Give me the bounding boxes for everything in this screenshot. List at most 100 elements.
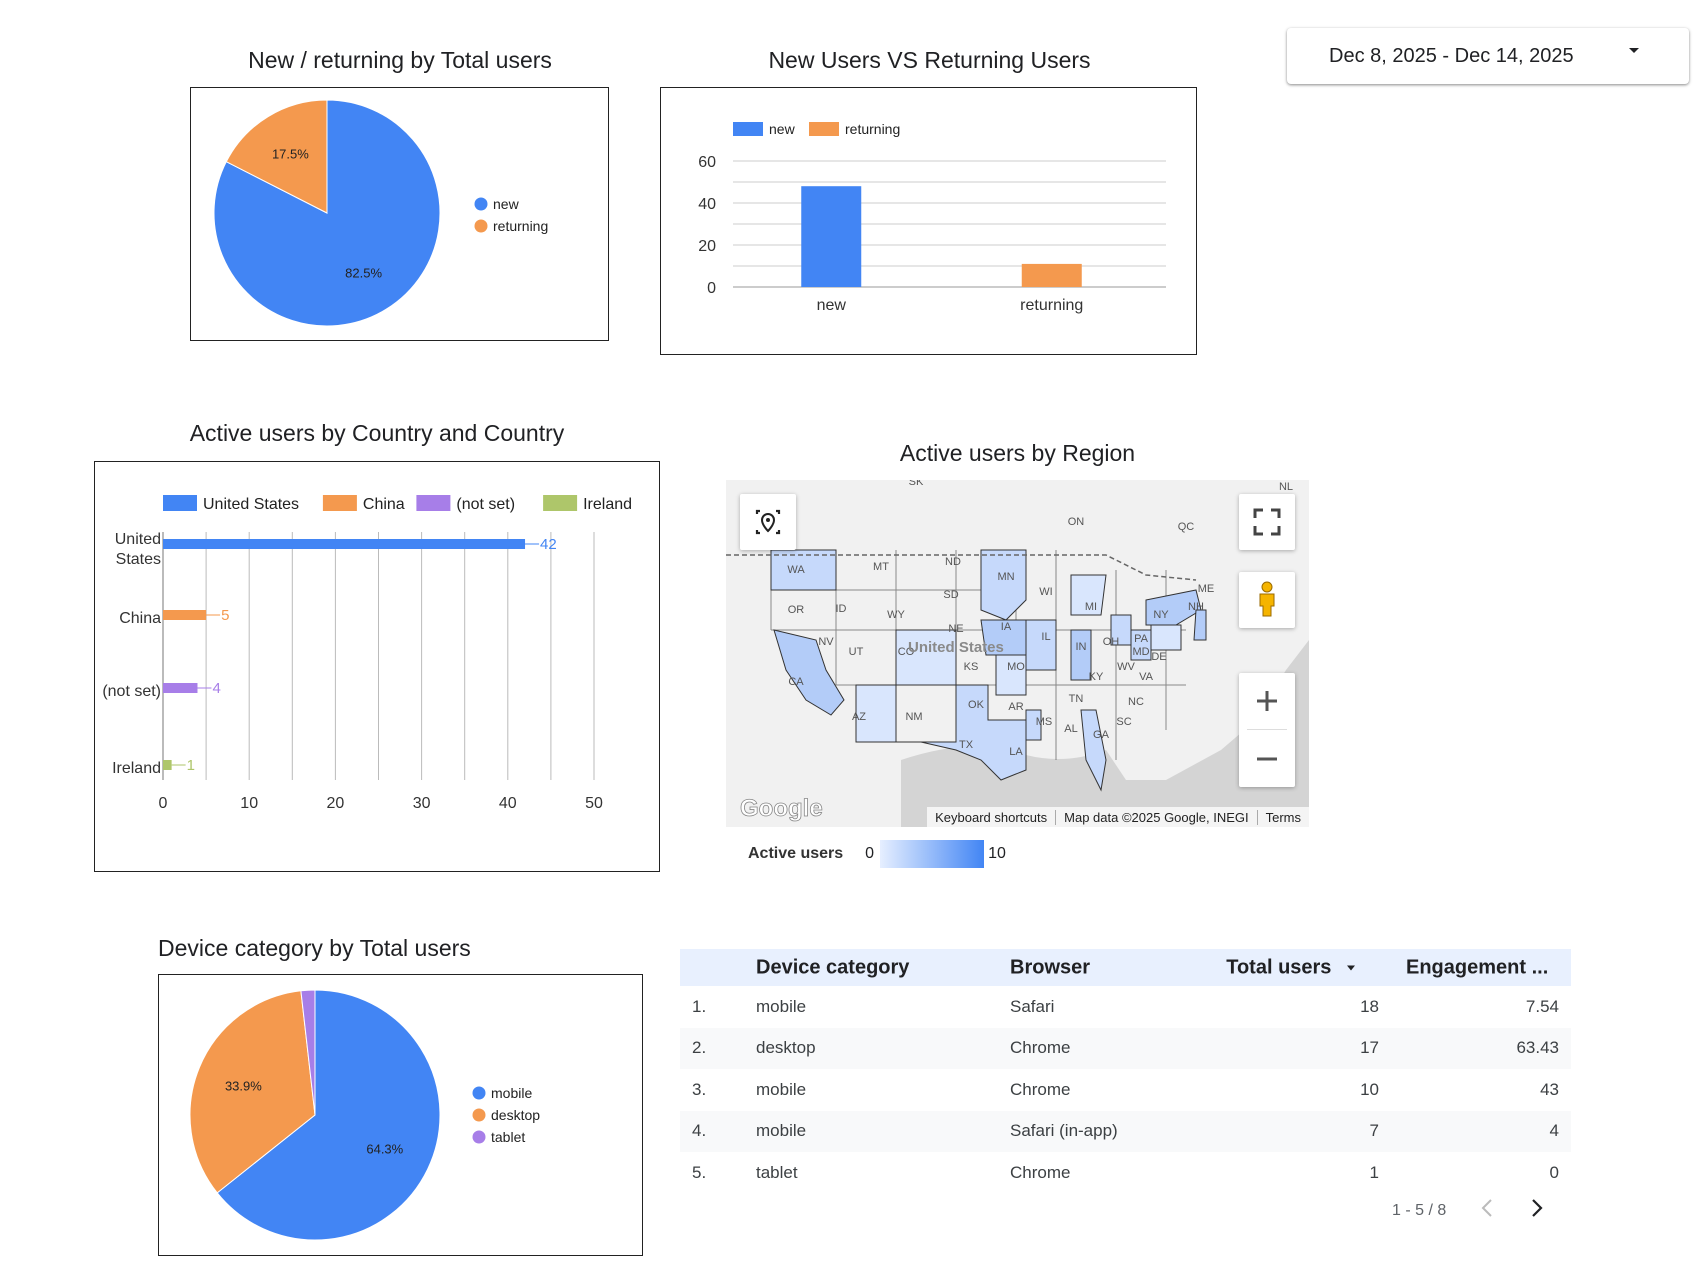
bar-new-returning-chart: new returning 60 40 20 0 new returning	[660, 87, 1197, 355]
minus-icon	[1257, 757, 1277, 761]
map-label-mt: MT	[873, 561, 889, 573]
map-label-il: IL	[1041, 631, 1050, 643]
hbar-bar-china[interactable]	[163, 610, 207, 620]
bar-y-tick-60: 60	[698, 154, 716, 171]
map-label-la: LA	[1009, 746, 1023, 758]
table-row[interactable]: 4. mobile Safari (in-app) 7 4	[680, 1110, 1571, 1152]
header-device-category[interactable]: Device category	[756, 956, 910, 978]
table-pagination: 1 - 5 / 8	[1392, 1196, 1548, 1225]
map-label-ca: CA	[788, 676, 804, 688]
terms-link[interactable]: Terms	[1256, 809, 1309, 825]
pie-new-returning-legend-returning[interactable]: returning	[493, 218, 548, 234]
map-label-co: CO	[898, 646, 915, 658]
table-row[interactable]: 5. tablet Chrome 1 0	[680, 1152, 1571, 1194]
hbar-legend-united-states[interactable]: United States	[203, 496, 299, 513]
map-label-nm: NM	[905, 711, 922, 723]
pie-new-returning-legend-new[interactable]: new	[493, 196, 520, 212]
cell-engagement: 43	[1540, 1079, 1559, 1099]
table-row[interactable]: 1. mobile Safari 18 7.54	[680, 986, 1571, 1028]
map-label-de: DE	[1151, 651, 1166, 663]
map-label-ks: KS	[964, 661, 979, 673]
map-label-nc: NC	[1128, 696, 1144, 708]
hbar-legend-not-set[interactable]: (not set)	[456, 496, 515, 513]
header-browser[interactable]: Browser	[1010, 956, 1091, 978]
table-row[interactable]: 3. mobile Chrome 10 43	[680, 1069, 1571, 1111]
map-label-me: ME	[1198, 583, 1215, 595]
map-data-attribution: Map data ©2025 Google, INEGI	[1055, 809, 1256, 825]
next-page-button[interactable]	[1524, 1196, 1548, 1225]
map-label-ne: NE	[948, 623, 963, 635]
row-index: 5.	[692, 1162, 707, 1182]
pie-device-slice-mobile[interactable]	[216, 989, 441, 1241]
map-label-ia: IA	[1001, 621, 1012, 633]
row-index: 4.	[692, 1121, 707, 1141]
pie-new-returning-slice-label-new: 82.5%	[345, 266, 382, 281]
pie-device-legend-swatch-tablet	[472, 1130, 486, 1144]
date-range-picker[interactable]: Dec 8, 2025 - Dec 14, 2025	[1287, 28, 1689, 84]
map-label-nl: NL	[1279, 481, 1293, 493]
fullscreen-button[interactable]	[1239, 494, 1295, 550]
map-label-wv: WV	[1117, 661, 1135, 673]
map-label-ar: AR	[1008, 701, 1023, 713]
chevron-down-icon	[1629, 48, 1639, 53]
hbar-bar-ireland[interactable]	[163, 760, 172, 770]
map-label-ok: OK	[968, 699, 985, 711]
prev-page-button[interactable]	[1476, 1196, 1500, 1225]
header-engagement[interactable]: Engagement ...	[1406, 956, 1549, 978]
map-label-ky: KY	[1089, 671, 1104, 683]
bar-new-returning-svg: new returning 60 40 20 0 new returning	[698, 121, 1166, 314]
cell-engagement: 4	[1549, 1121, 1559, 1141]
pie-device-legend-tablet[interactable]: tablet	[491, 1129, 525, 1145]
zoom-out-button[interactable]	[1239, 731, 1295, 787]
header-total-users[interactable]: Total users	[1226, 956, 1355, 979]
map-legend-gradient	[880, 840, 985, 868]
zoom-in-button[interactable]	[1239, 673, 1295, 729]
table-row[interactable]: 2. desktop Chrome 17 63.43	[680, 1027, 1571, 1069]
pie-new-returning-svg: 82.5% 17.5% new returning	[213, 99, 548, 327]
hbar-value-china: 5	[221, 607, 229, 624]
bar-legend-swatch-returning	[809, 122, 839, 136]
map-label-pa: PA	[1134, 633, 1149, 645]
bar-new[interactable]	[801, 186, 862, 287]
zoom-controls	[1239, 673, 1295, 787]
chevron-right-icon	[1532, 1199, 1543, 1217]
map-color-legend: Active users 0 10	[748, 840, 1006, 868]
cell-total-users: 10	[1360, 1079, 1379, 1099]
bar-y-tick-40: 40	[698, 196, 716, 213]
street-view-button[interactable]	[1239, 572, 1295, 628]
region-map[interactable]: WA OR CA NV ID MT WY UT AZ NM ND SD NE CO KS OK TX MN IA MO…	[726, 480, 1309, 827]
hbar-value-not-set: 4	[212, 680, 220, 697]
pie-device-legend-desktop[interactable]: desktop	[491, 1107, 540, 1123]
hbar-value-united-states: 42	[540, 536, 557, 553]
cell-device-category: desktop	[756, 1038, 816, 1058]
bar-returning[interactable]	[1021, 263, 1082, 287]
bar-x-label-new: new	[817, 297, 847, 314]
pie-device-slice-desktop[interactable]	[189, 990, 316, 1194]
pie-device-slice-tablet[interactable]	[300, 989, 316, 1116]
map-label-sd: SD	[943, 589, 958, 601]
keyboard-shortcuts-link[interactable]: Keyboard shortcuts	[935, 809, 1048, 825]
bar-legend-swatch-new	[733, 122, 763, 136]
bar-y-tick-0: 0	[707, 280, 716, 297]
hbar-legend-swatch-not-set	[416, 495, 451, 511]
pie-new-returning-slice-returning[interactable]	[225, 99, 328, 214]
pie-new-returning-slice-new[interactable]	[213, 99, 441, 327]
row-index: 1.	[692, 996, 707, 1016]
device-browser-table: Device category Browser Total users Enga…	[680, 949, 1571, 1194]
pie-device-legend-mobile[interactable]: mobile	[491, 1085, 532, 1101]
hbar-category-label-ireland: Ireland	[112, 760, 161, 777]
pie-device-svg: 64.3% 33.9% mobile desktop tablet	[189, 989, 540, 1241]
bar-legend-returning[interactable]: returning	[845, 121, 900, 137]
my-location-button[interactable]	[740, 494, 796, 550]
pegman-icon	[1259, 581, 1275, 617]
hbar-legend-ireland[interactable]: Ireland	[583, 496, 632, 513]
map-label-mi: MI	[1085, 601, 1097, 613]
cell-device-category: mobile	[756, 1121, 807, 1141]
hbar-country-svg: United States China (not set) Ireland 0 10 20 3…	[102, 495, 632, 812]
cell-total-users: 18	[1360, 996, 1379, 1016]
hbar-bar-not-set[interactable]	[163, 683, 198, 693]
map-label-sc: SC	[1116, 716, 1131, 728]
bar-legend-new[interactable]: new	[769, 121, 796, 137]
hbar-legend-china[interactable]: China	[363, 496, 405, 513]
hbar-bar-united-states[interactable]	[163, 539, 526, 549]
